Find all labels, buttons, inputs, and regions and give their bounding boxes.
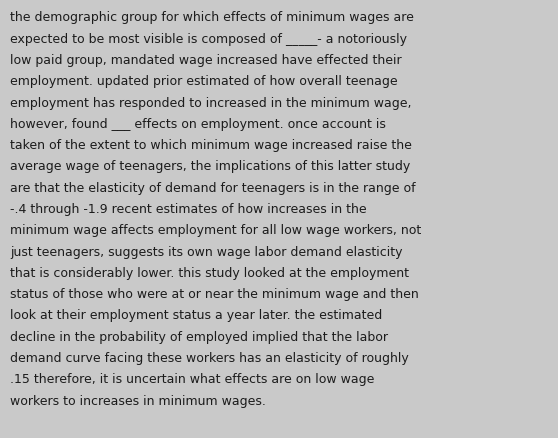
Text: expected to be most visible is composed of _____- a notoriously: expected to be most visible is composed … [10,32,407,46]
Text: -.4 through -1.9 recent estimates of how increases in the: -.4 through -1.9 recent estimates of how… [10,202,367,215]
Text: demand curve facing these workers has an elasticity of roughly: demand curve facing these workers has an… [10,351,409,364]
Text: minimum wage affects employment for all low wage workers, not: minimum wage affects employment for all … [10,224,421,237]
Text: employment has responded to increased in the minimum wage,: employment has responded to increased in… [10,96,412,110]
Text: low paid group, mandated wage increased have effected their: low paid group, mandated wage increased … [10,54,402,67]
Text: the demographic group for which effects of minimum wages are: the demographic group for which effects … [10,11,414,25]
Text: status of those who were at or near the minimum wage and then: status of those who were at or near the … [10,288,419,300]
Text: decline in the probability of employed implied that the labor: decline in the probability of employed i… [10,330,388,343]
Text: average wage of teenagers, the implications of this latter study: average wage of teenagers, the implicati… [10,160,410,173]
Text: workers to increases in minimum wages.: workers to increases in minimum wages. [10,394,266,407]
Text: .15 therefore, it is uncertain what effects are on low wage: .15 therefore, it is uncertain what effe… [10,372,374,385]
Text: however, found ___ effects on employment. once account is: however, found ___ effects on employment… [10,117,386,131]
Text: taken of the extent to which minimum wage increased raise the: taken of the extent to which minimum wag… [10,139,412,152]
Text: that is considerably lower. this study looked at the employment: that is considerably lower. this study l… [10,266,409,279]
Text: are that the elasticity of demand for teenagers is in the range of: are that the elasticity of demand for te… [10,181,416,194]
Text: employment. updated prior estimated of how overall teenage: employment. updated prior estimated of h… [10,75,398,88]
Text: look at their employment status a year later. the estimated: look at their employment status a year l… [10,309,382,322]
Text: just teenagers, suggests its own wage labor demand elasticity: just teenagers, suggests its own wage la… [10,245,402,258]
